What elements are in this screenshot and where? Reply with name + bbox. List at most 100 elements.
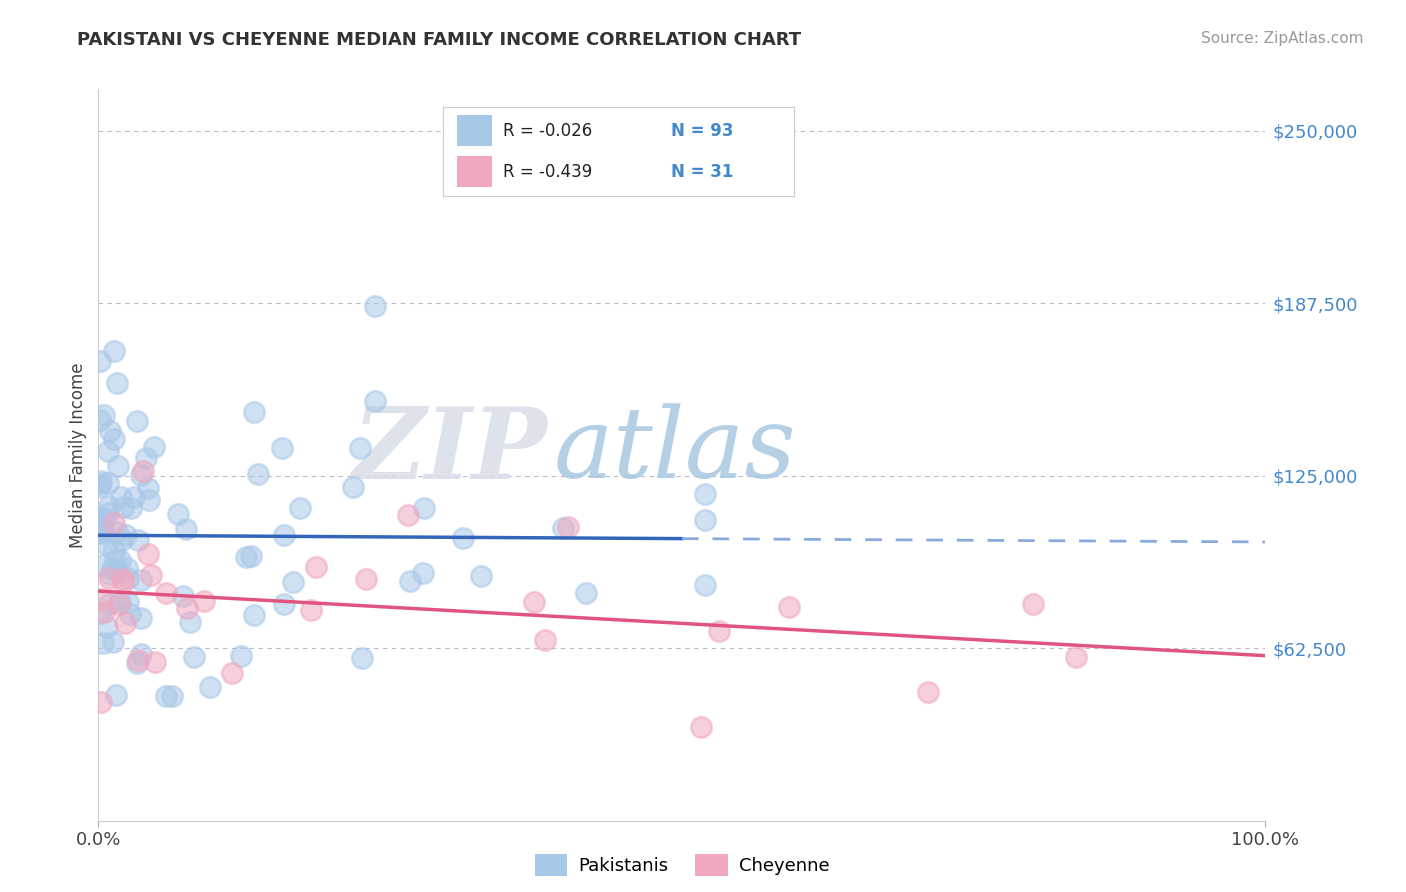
Point [693,486,716,500]
Point [349,441,371,455]
Point [89,525,111,540]
Point [523,594,546,608]
Point [398,574,420,588]
Point [97,475,120,490]
Point [122,490,145,504]
Point [105,525,128,540]
Point [575,586,598,600]
Text: Source: ZipAtlas.com: Source: ZipAtlas.com [1201,31,1364,46]
Point [105,563,128,577]
Point [451,532,474,546]
Point [551,520,574,534]
Point [103,343,125,358]
Point [243,608,266,623]
Point [91,635,114,649]
Point [172,589,194,603]
Point [97,506,120,520]
Text: ZIP: ZIP [353,403,548,500]
Point [273,597,295,611]
Point [90,474,112,488]
Point [89,353,111,368]
Point [136,547,159,561]
Point [135,450,157,465]
Point [281,574,304,589]
Point [363,394,385,409]
Point [115,561,138,575]
Point [117,570,139,584]
Point [690,720,713,734]
Bar [457,115,492,146]
Text: atlas: atlas [554,403,796,499]
Point [155,690,177,704]
Point [98,571,121,585]
Point [132,464,155,478]
Y-axis label: Median Family Income: Median Family Income [69,362,87,548]
Point [112,500,135,514]
Point [120,607,142,622]
Point [89,477,111,491]
Point [89,606,111,620]
Point [89,413,111,427]
Point [107,598,129,612]
Point [114,615,136,630]
Text: N = 93: N = 93 [671,121,734,140]
Point [141,568,163,582]
Point [129,648,152,662]
Point [183,649,205,664]
Point [174,522,197,536]
Point [111,573,134,587]
Point [557,520,579,534]
Point [695,513,717,527]
Point [779,599,801,614]
Point [117,595,139,609]
Point [96,620,118,634]
Point [103,433,125,447]
Point [110,490,132,504]
Point [707,624,730,639]
Point [93,605,115,619]
Point [97,444,120,458]
Point [229,649,252,664]
Point [273,528,295,542]
Point [91,524,114,538]
Point [305,559,328,574]
Point [98,567,121,582]
Point [91,558,114,572]
Point [108,553,131,567]
Point [350,651,373,665]
Point [91,526,114,541]
Point [136,481,159,495]
Point [94,536,117,550]
Point [290,500,312,515]
Point [90,591,112,606]
Point [120,500,142,515]
Point [166,508,188,522]
Point [364,299,387,313]
Point [98,424,121,438]
Point [98,499,121,513]
Point [235,549,257,564]
Point [138,493,160,508]
Point [179,615,201,630]
Point [131,611,153,625]
Point [90,695,112,709]
Point [103,516,125,530]
Point [193,594,215,608]
Point [534,632,557,647]
Point [108,594,131,608]
Point [917,685,939,699]
Point [93,408,115,422]
Point [155,585,177,599]
Text: PAKISTANI VS CHEYENNE MEDIAN FAMILY INCOME CORRELATION CHART: PAKISTANI VS CHEYENNE MEDIAN FAMILY INCO… [77,31,801,49]
Point [470,569,492,583]
Point [396,508,419,522]
Point [1022,597,1045,611]
Point [176,601,198,615]
Point [91,511,114,525]
Point [354,572,377,586]
Text: R = -0.439: R = -0.439 [503,162,592,181]
Point [695,577,717,591]
Point [412,566,434,580]
Point [93,513,115,527]
Point [160,690,183,704]
